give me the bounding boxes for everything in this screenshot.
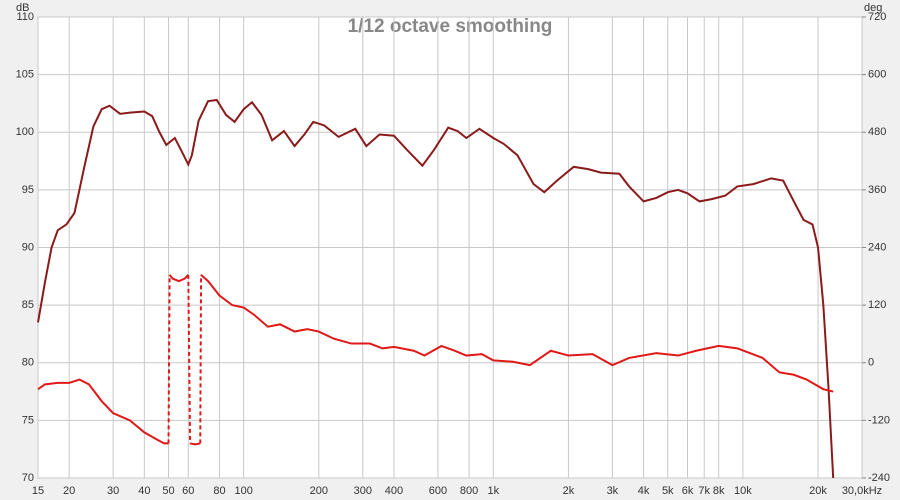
x-tick-label: 7k (698, 485, 710, 497)
y-axis-label: dB (16, 2, 29, 14)
y2-tick-label: 720 (868, 11, 886, 23)
x-tick-label: 80 (213, 485, 225, 497)
x-tick-label: 60 (182, 485, 194, 497)
y-tick-label: 95 (22, 184, 34, 196)
x-tick-label: 30,0kHz (842, 485, 882, 497)
series-line (37, 98, 835, 479)
x-tick-label: 800 (460, 485, 478, 497)
y2-tick-label: -120 (868, 414, 890, 426)
y2-tick-label: 480 (868, 126, 886, 138)
y-tick-label: 85 (22, 299, 34, 311)
y-tick-label: 75 (22, 414, 34, 426)
x-tick-label: 10k (734, 485, 752, 497)
y-tick-label: 110 (16, 11, 34, 23)
x-tick-label: 400 (385, 485, 403, 497)
y2-tick-label: 360 (868, 184, 886, 196)
x-tick-label: 20 (63, 485, 75, 497)
x-tick-label: 3k (607, 485, 619, 497)
x-tick-label: 200 (310, 485, 328, 497)
x-tick-label: 600 (429, 485, 447, 497)
series-line (37, 378, 169, 445)
phase-wrap (199, 274, 203, 444)
y2-tick-label: -240 (868, 472, 890, 484)
y2-tick-label: 120 (868, 299, 886, 311)
x-tick-label: 20k (809, 485, 827, 497)
phase-wrap (167, 274, 171, 444)
x-tick-label: 40 (138, 485, 150, 497)
series-line (200, 274, 834, 393)
y2-tick-label: 0 (868, 357, 874, 369)
x-tick-label: 30 (107, 485, 119, 497)
y2-axis-label: deg (864, 2, 882, 14)
x-tick-label: 15 (32, 485, 44, 497)
series-line (189, 442, 201, 446)
x-tick-label: 50 (162, 485, 174, 497)
x-tick-label: 100 (234, 485, 252, 497)
y-tick-label: 105 (16, 69, 34, 81)
y2-tick-label: 240 (868, 241, 886, 253)
x-tick-label: 1k (487, 485, 499, 497)
y-tick-label: 100 (16, 126, 34, 138)
series-line (168, 274, 190, 283)
x-tick-label: 8k (713, 485, 725, 497)
x-tick-label: 6k (682, 485, 694, 497)
x-tick-label: 2k (563, 485, 575, 497)
chart-title: 1/12 octave smoothing (348, 16, 553, 37)
phase-wrap (187, 274, 192, 444)
x-tick-label: 300 (354, 485, 372, 497)
y-tick-label: 70 (22, 472, 34, 484)
y-tick-label: 90 (22, 241, 34, 253)
x-tick-label: 4k (638, 485, 650, 497)
y2-tick-label: 600 (868, 69, 886, 81)
y-tick-label: 80 (22, 357, 34, 369)
x-tick-label: 5k (662, 485, 674, 497)
